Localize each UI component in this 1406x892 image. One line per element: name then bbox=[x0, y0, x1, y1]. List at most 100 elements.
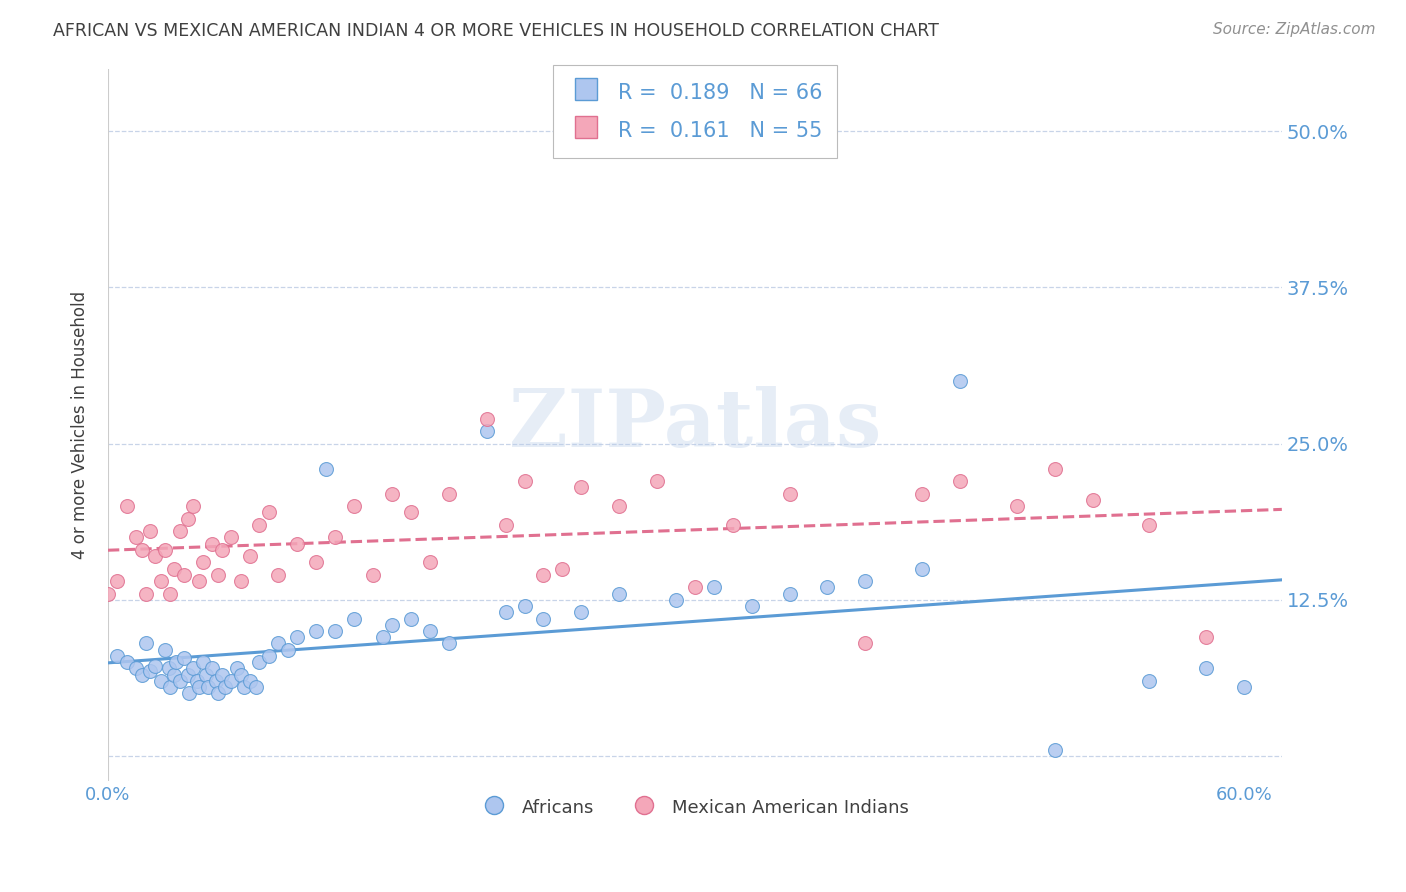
Point bbox=[211, 667, 233, 681]
Point bbox=[181, 661, 204, 675]
Point bbox=[911, 486, 934, 500]
Point bbox=[107, 648, 129, 663]
Point bbox=[1043, 461, 1066, 475]
Point bbox=[257, 505, 280, 519]
Point bbox=[513, 474, 536, 488]
Point bbox=[533, 567, 555, 582]
Point bbox=[207, 686, 229, 700]
Point bbox=[176, 667, 198, 681]
Point bbox=[229, 667, 252, 681]
Legend: Africans, Mexican American Indians: Africans, Mexican American Indians bbox=[474, 789, 917, 825]
Point bbox=[163, 667, 186, 681]
Point bbox=[191, 655, 214, 669]
Point bbox=[153, 642, 176, 657]
Point bbox=[437, 486, 460, 500]
Point bbox=[1233, 680, 1256, 694]
Point bbox=[150, 673, 173, 688]
Point bbox=[115, 499, 138, 513]
Point bbox=[207, 567, 229, 582]
Point bbox=[911, 561, 934, 575]
Point bbox=[165, 655, 187, 669]
Point bbox=[683, 580, 706, 594]
Point bbox=[143, 549, 166, 563]
Point bbox=[239, 549, 262, 563]
Text: AFRICAN VS MEXICAN AMERICAN INDIAN 4 OR MORE VEHICLES IN HOUSEHOLD CORRELATION C: AFRICAN VS MEXICAN AMERICAN INDIAN 4 OR … bbox=[53, 22, 939, 40]
Point bbox=[191, 555, 214, 569]
Point bbox=[219, 673, 242, 688]
Point bbox=[607, 586, 630, 600]
Point bbox=[239, 673, 262, 688]
Point bbox=[173, 651, 195, 665]
Point bbox=[181, 499, 204, 513]
Point bbox=[645, 474, 668, 488]
Point bbox=[381, 486, 404, 500]
Point bbox=[159, 586, 181, 600]
Point bbox=[1043, 743, 1066, 757]
Point bbox=[399, 505, 422, 519]
Point bbox=[1195, 661, 1218, 675]
Point bbox=[201, 536, 224, 550]
Point bbox=[186, 673, 208, 688]
Point bbox=[267, 567, 290, 582]
Point bbox=[138, 524, 160, 538]
Point bbox=[197, 680, 219, 694]
Point bbox=[157, 661, 180, 675]
Y-axis label: 4 or more Vehicles in Household: 4 or more Vehicles in Household bbox=[72, 291, 89, 558]
Point bbox=[135, 636, 157, 650]
Point bbox=[779, 486, 801, 500]
Point bbox=[853, 636, 876, 650]
Point bbox=[853, 574, 876, 588]
Point bbox=[1195, 630, 1218, 644]
Point bbox=[1137, 517, 1160, 532]
Point bbox=[131, 667, 153, 681]
Point bbox=[249, 517, 271, 532]
Point bbox=[419, 624, 441, 638]
Point bbox=[176, 511, 198, 525]
Point bbox=[741, 599, 763, 613]
Point bbox=[779, 586, 801, 600]
Point bbox=[475, 411, 498, 425]
Point bbox=[173, 567, 195, 582]
Point bbox=[187, 574, 209, 588]
Point bbox=[249, 655, 271, 669]
Point bbox=[214, 680, 236, 694]
Point bbox=[201, 661, 224, 675]
Point bbox=[399, 611, 422, 625]
Point bbox=[569, 605, 592, 619]
Point bbox=[150, 574, 173, 588]
Point bbox=[323, 624, 346, 638]
Point bbox=[551, 561, 574, 575]
Point bbox=[97, 586, 120, 600]
Point bbox=[107, 574, 129, 588]
Point bbox=[513, 599, 536, 613]
Point bbox=[245, 680, 267, 694]
Point bbox=[285, 630, 308, 644]
Point bbox=[163, 561, 186, 575]
Point bbox=[229, 574, 252, 588]
Point bbox=[205, 673, 228, 688]
Point bbox=[159, 680, 181, 694]
Point bbox=[533, 611, 555, 625]
Point bbox=[371, 630, 394, 644]
Point bbox=[495, 605, 517, 619]
Point bbox=[721, 517, 744, 532]
Point bbox=[169, 673, 191, 688]
Point bbox=[495, 517, 517, 532]
Point bbox=[607, 499, 630, 513]
Point bbox=[361, 567, 384, 582]
Point bbox=[475, 424, 498, 438]
Point bbox=[125, 530, 148, 544]
Point bbox=[1005, 499, 1028, 513]
Point bbox=[169, 524, 191, 538]
Point bbox=[437, 636, 460, 650]
Point bbox=[305, 624, 328, 638]
Point bbox=[138, 664, 160, 678]
Point bbox=[125, 661, 148, 675]
Point bbox=[233, 680, 256, 694]
Point bbox=[219, 530, 242, 544]
Point bbox=[277, 642, 299, 657]
Text: Source: ZipAtlas.com: Source: ZipAtlas.com bbox=[1212, 22, 1375, 37]
Point bbox=[257, 648, 280, 663]
Point bbox=[135, 586, 157, 600]
Point bbox=[1081, 492, 1104, 507]
